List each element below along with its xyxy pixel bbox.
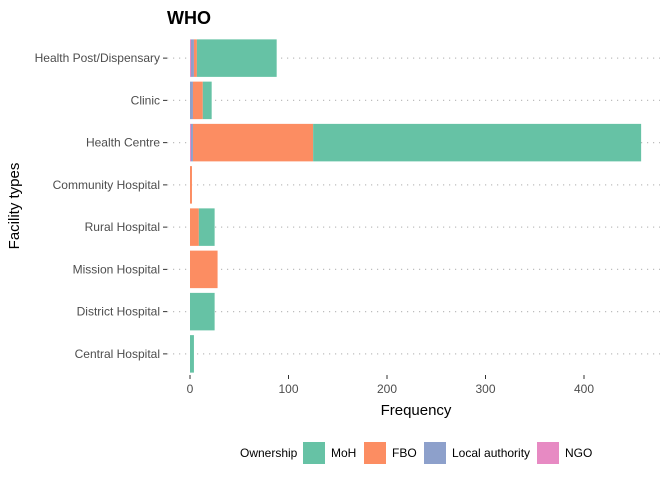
y-axis-title: Facility types [6,163,23,250]
y-tick-label: Community Hospital [53,178,160,192]
legend-label: NGO [565,446,592,460]
bar-segment [202,81,212,120]
bar-segment [190,335,194,373]
y-tick-label: Health Post/Dispensary [35,51,160,65]
legend-swatch [537,442,559,464]
legend-label: FBO [392,446,417,460]
bar-segment [190,39,194,77]
bar-segment [190,292,215,331]
x-tick-label: 200 [377,382,397,396]
chart-title: WHO [167,8,211,28]
x-tick-label: 0 [187,382,194,396]
bars [190,39,642,373]
legend-label: MoH [331,446,356,460]
legend: Ownership MoH FBO Local authority NGO [240,442,592,464]
bar-segment [193,39,197,77]
legend-swatch [364,442,386,464]
bar-segment [192,81,203,120]
bar-segment [196,39,277,77]
bar-segment [190,39,191,77]
bar-segment [190,208,199,246]
y-axis: Health Post/Dispensary Clinic Health Centr… [35,51,167,361]
bar-segment [190,123,191,162]
x-axis: 0 100 200 300 400 [187,375,594,396]
y-tick-label: Central Hospital [75,347,160,361]
bar-segment [198,208,215,246]
bar-segment [190,123,193,162]
y-tick-label: Rural Hospital [85,220,160,234]
y-tick-label: District Hospital [77,305,160,319]
legend-swatch [424,442,446,464]
y-tick-label: Clinic [131,93,160,107]
bar-segment [190,81,193,120]
bar-segment [190,166,192,204]
x-tick-label: 400 [574,382,594,396]
legend-swatch [303,442,325,464]
bar-segment [190,250,218,289]
legend-label: Local authority [452,446,530,460]
bar-segment [192,123,314,162]
x-tick-label: 100 [278,382,298,396]
gridlines [167,57,660,355]
y-tick-label: Health Centre [86,136,160,150]
x-axis-title: Frequency [381,402,452,419]
x-tick-label: 300 [475,382,495,396]
legend-title: Ownership [240,446,298,460]
y-tick-label: Mission Hospital [73,262,160,276]
bar-segment [313,123,642,162]
